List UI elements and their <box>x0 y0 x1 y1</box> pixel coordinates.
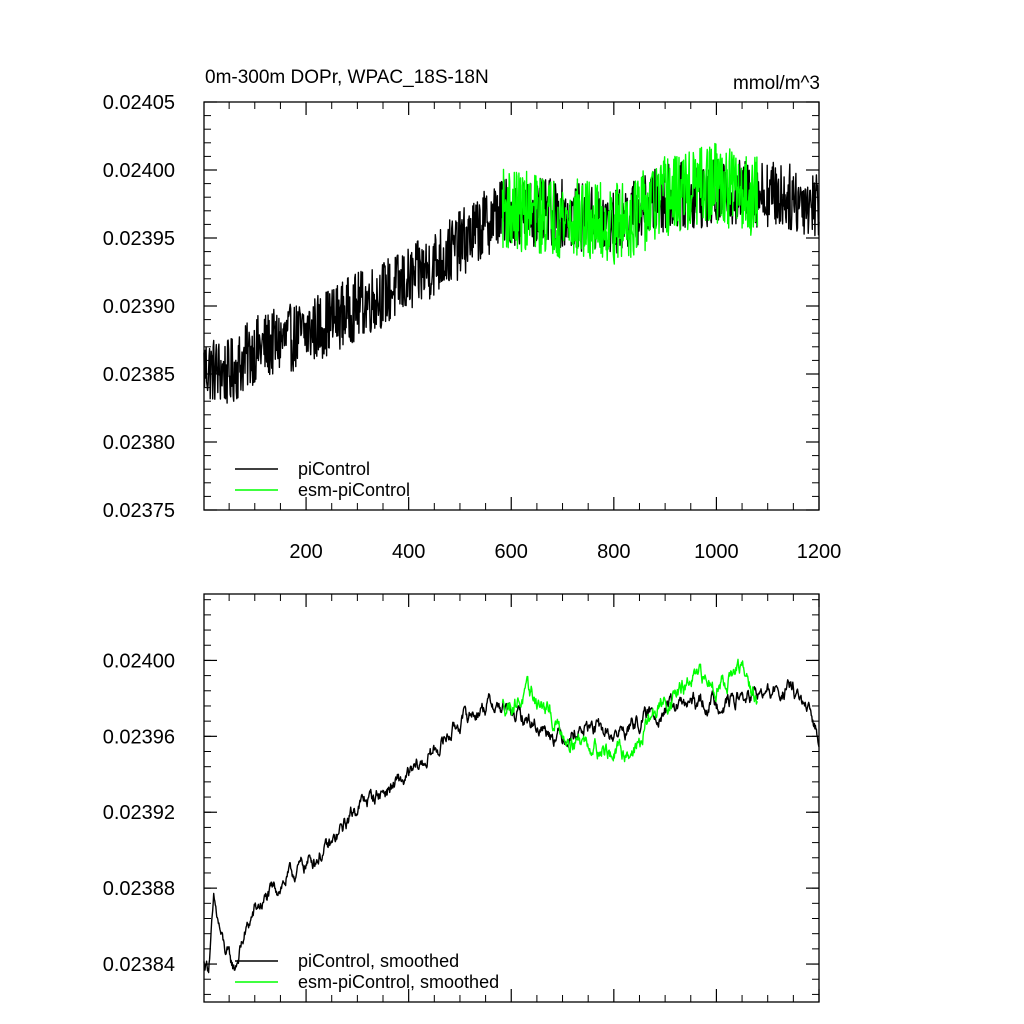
y-tick-label: 0.02396 <box>103 726 175 748</box>
top-plot-lines <box>203 142 820 404</box>
top-axis-ticks: 0.02375 0.02380 0.02385 0.02390 0.02395 0.024… <box>103 92 842 563</box>
y-tick-label: 0.02388 <box>103 878 175 900</box>
top-panel-title: 0m-300m DOPr, WPAC_18S-18N <box>205 67 489 88</box>
bottom-legend: piControl, smoothed esm-piControl, smoot… <box>235 951 499 992</box>
x-tick-label: 200 <box>289 541 322 563</box>
legend-label-esm-picontrol: esm-piControl <box>298 480 410 500</box>
y-tick-label: 0.02384 <box>103 954 175 976</box>
series-line-esm-picontrol <box>501 142 759 265</box>
top-panel-units: mmol/m^3 <box>733 73 820 94</box>
y-tick-label: 0.02405 <box>103 92 175 114</box>
legend-label-picontrol-smoothed: piControl, smoothed <box>298 951 459 971</box>
y-tick-label: 0.02395 <box>103 228 175 250</box>
y-tick-label: 0.02400 <box>103 160 175 182</box>
x-tick-label: 1000 <box>694 541 739 563</box>
bottom-plot-lines <box>203 658 820 974</box>
top-legend: piControl esm-piControl <box>235 459 410 500</box>
top-panel: 0m-300m DOPr, WPAC_18S-18N mmol/m^3 0.02… <box>103 67 842 563</box>
y-tick-label: 0.02390 <box>103 296 175 318</box>
bottom-panel: 0.02384 0.02388 0.02392 0.02396 0.02400 piCo… <box>103 593 820 1003</box>
y-tick-label: 0.02375 <box>103 500 175 522</box>
series-line-esm-picontrol-smoothed <box>501 658 759 763</box>
x-tick-label: 800 <box>597 541 630 563</box>
y-tick-label: 0.02385 <box>103 364 175 386</box>
x-tick-label: 600 <box>495 541 528 563</box>
x-tick-label: 1200 <box>797 541 842 563</box>
bottom-axis-ticks: 0.02384 0.02388 0.02392 0.02396 0.02400 <box>103 594 820 1002</box>
y-tick-label: 0.02380 <box>103 432 175 454</box>
legend-label-picontrol: piControl <box>298 459 370 479</box>
x-tick-label: 400 <box>392 541 425 563</box>
legend-label-esm-picontrol-smoothed: esm-piControl, smoothed <box>298 972 499 992</box>
y-tick-label: 0.02400 <box>103 650 175 672</box>
y-tick-label: 0.02392 <box>103 802 175 824</box>
